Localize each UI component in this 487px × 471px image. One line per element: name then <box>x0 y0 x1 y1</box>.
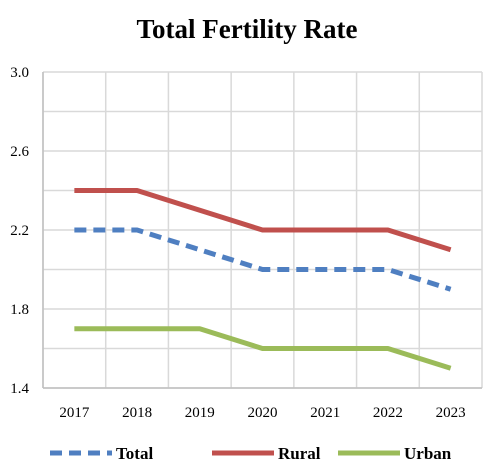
y-tick-label: 1.4 <box>10 381 29 397</box>
legend: Total Rural Urban <box>50 444 452 463</box>
y-tick-label: 2.6 <box>10 144 29 160</box>
y-tick-labels: 1.4 1.8 2.2 2.6 3.0 <box>10 65 29 397</box>
series-line-rural <box>74 188 452 253</box>
legend-label-rural: Rural <box>278 444 321 463</box>
x-tick-label: 2021 <box>310 405 340 421</box>
y-tick-label: 1.8 <box>10 302 29 318</box>
y-tick-label: 3.0 <box>10 65 29 81</box>
chart-title: Total Fertility Rate <box>137 14 358 44</box>
x-tick-label: 2023 <box>436 405 466 421</box>
axes <box>42 72 482 389</box>
legend-label-total: Total <box>116 444 153 463</box>
series-line-urban <box>74 326 452 371</box>
x-tick-labels: 2017 2018 2019 2020 2021 2022 2023 <box>59 405 465 421</box>
series-line-total <box>74 227 452 292</box>
x-tick-label: 2019 <box>185 405 215 421</box>
series-lines <box>74 188 452 371</box>
x-tick-label: 2022 <box>373 405 403 421</box>
x-tick-label: 2020 <box>248 405 278 421</box>
y-tick-label: 2.2 <box>10 223 29 239</box>
x-tick-label: 2018 <box>122 405 152 421</box>
legend-label-urban: Urban <box>404 444 452 463</box>
x-tick-label: 2017 <box>59 405 90 421</box>
